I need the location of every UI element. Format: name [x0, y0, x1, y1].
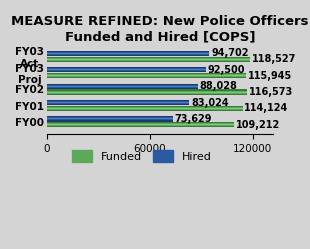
Bar	[47, 124, 234, 125]
Bar	[47, 68, 206, 69]
Bar	[47, 110, 243, 111]
Bar	[47, 88, 198, 89]
Text: 94,702: 94,702	[211, 49, 249, 59]
Bar	[47, 77, 246, 78]
Text: 115,945: 115,945	[247, 71, 292, 81]
Bar	[47, 117, 173, 118]
Bar	[47, 60, 250, 61]
Bar	[47, 57, 250, 58]
Bar	[47, 104, 189, 105]
Text: 88,028: 88,028	[200, 81, 237, 91]
Bar	[47, 109, 243, 110]
Bar	[47, 102, 189, 103]
Text: 116,573: 116,573	[249, 87, 293, 97]
Bar	[47, 69, 206, 70]
Bar	[47, 89, 247, 91]
Bar	[47, 67, 206, 68]
Bar	[47, 122, 234, 123]
Bar	[47, 121, 173, 122]
Bar	[47, 85, 198, 86]
Bar	[47, 55, 209, 56]
Bar	[47, 123, 234, 124]
Bar	[47, 75, 246, 76]
Bar	[47, 84, 198, 85]
Bar	[47, 100, 189, 101]
Bar	[47, 116, 173, 117]
Text: 92,500: 92,500	[207, 65, 245, 75]
Text: 109,212: 109,212	[236, 120, 280, 130]
Bar	[47, 108, 243, 109]
Title: MEASURE REFINED: New Police Officers
Funded and Hired [COPS]: MEASURE REFINED: New Police Officers Fun…	[11, 15, 309, 43]
Bar	[47, 51, 209, 52]
Text: 73,629: 73,629	[175, 114, 212, 124]
Bar	[47, 58, 250, 59]
Text: 83,024: 83,024	[191, 98, 228, 108]
Bar	[47, 59, 250, 60]
Bar	[47, 54, 209, 55]
Bar	[47, 52, 209, 53]
Bar	[47, 86, 198, 87]
Bar	[47, 53, 209, 54]
Bar	[47, 92, 247, 93]
Bar	[47, 120, 173, 121]
Bar	[47, 107, 243, 108]
Bar	[47, 125, 234, 126]
Bar	[47, 103, 189, 104]
Bar	[47, 94, 247, 95]
Bar	[47, 91, 247, 92]
Bar	[47, 76, 246, 77]
Legend: Funded, Hired: Funded, Hired	[68, 146, 216, 166]
Bar	[47, 93, 247, 94]
Bar	[47, 73, 246, 74]
Bar	[47, 118, 173, 120]
Text: 114,124: 114,124	[244, 103, 289, 114]
Bar	[47, 61, 250, 62]
Bar	[47, 70, 206, 71]
Bar	[47, 71, 206, 72]
Bar	[47, 74, 246, 75]
Bar	[47, 101, 189, 102]
Bar	[47, 106, 243, 107]
Bar	[47, 87, 198, 88]
Text: 118,527: 118,527	[252, 54, 296, 64]
Bar	[47, 126, 234, 127]
